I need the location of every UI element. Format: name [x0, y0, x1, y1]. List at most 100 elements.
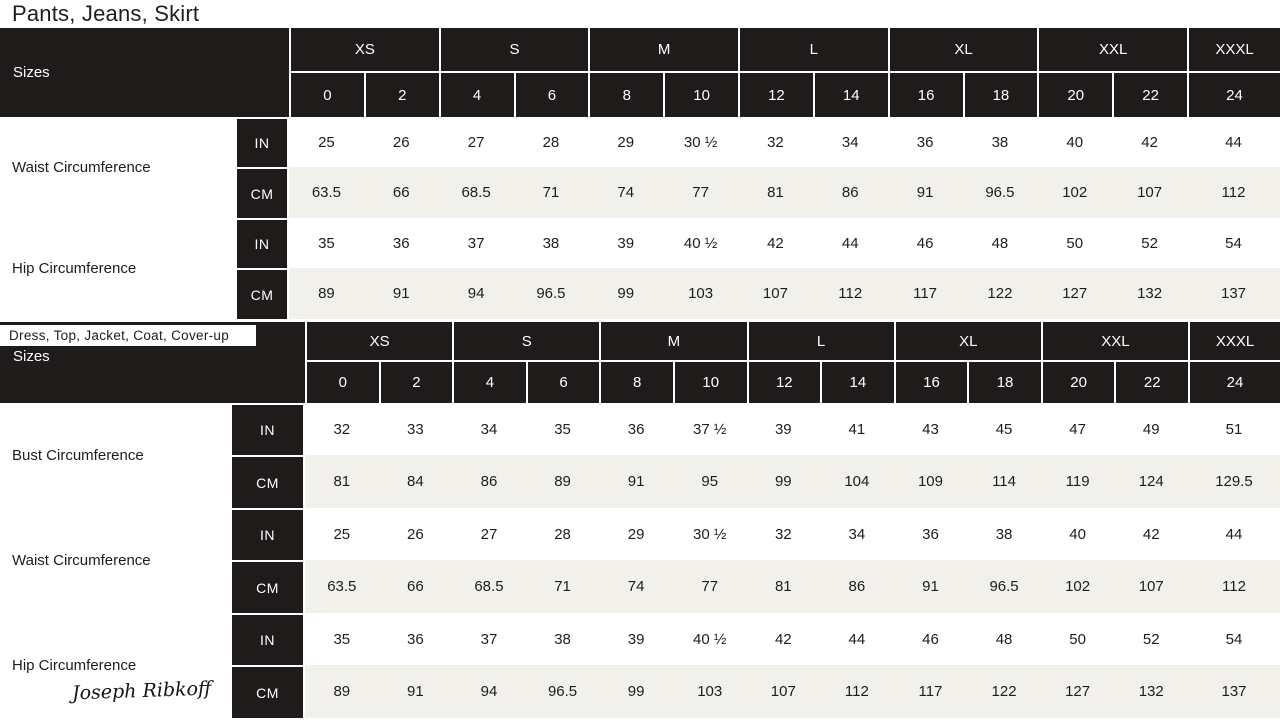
hip-circumference-in-value-24: 54 [1187, 218, 1280, 268]
hip-circumference-cm-value-16: 117 [887, 268, 963, 319]
waist-circumference-in-value-18: 38 [962, 117, 1038, 167]
size-number-20: 20 [1040, 360, 1115, 403]
waist-circumference-cm-value-16: 91 [893, 560, 968, 613]
waist-circumference-cm-value-22: 107 [1114, 560, 1188, 613]
waist-circumference-cm-value-24: 112 [1188, 560, 1280, 613]
size-number-14: 14 [820, 360, 894, 403]
size-number-6: 6 [513, 71, 589, 117]
waist-circumference-cm-value-12: 81 [746, 560, 821, 613]
waist-circumference-cm-value-14: 86 [812, 167, 888, 218]
waist-circumference-in-value-16: 36 [893, 508, 968, 560]
waist-circumference-cm-value-22: 107 [1112, 167, 1187, 218]
hip-circumference-cm-value-20: 127 [1040, 665, 1115, 718]
unit-in-label: IN [232, 403, 305, 455]
waist-circumference-in-value-6: 28 [513, 117, 589, 167]
size-number-20: 20 [1037, 71, 1113, 117]
size-number-12: 12 [738, 71, 813, 117]
waist-circumference-in-value-0: 25 [305, 508, 379, 560]
hip-circumference-in-value-8: 39 [599, 613, 673, 665]
table1-title: Pants, Jeans, Skirt [12, 1, 200, 26]
waist-circumference-cm-value-18: 96.5 [962, 167, 1038, 218]
bust-circumference-in-value-12: 39 [746, 403, 821, 455]
waist-circumference-cm-value-4: 68.5 [438, 167, 514, 218]
waist-circumference-cm-value-0: 63.5 [305, 560, 379, 613]
bust-circumference-cm-value-14: 104 [820, 455, 894, 508]
size-number-14: 14 [812, 71, 888, 117]
waist-circumference-in-value-8: 29 [588, 117, 664, 167]
waist-circumference-in-value-12: 32 [738, 117, 813, 167]
hip-circumference-in-value-0: 35 [305, 613, 379, 665]
bust-circumference-cm-value-22: 124 [1114, 455, 1188, 508]
waist-circumference-in-value-12: 32 [746, 508, 821, 560]
size-group-xl: XL [893, 322, 1041, 360]
size-number-24: 24 [1187, 71, 1280, 117]
bust-circumference-in-value-20: 47 [1040, 403, 1115, 455]
size-group-xxxl: XXXL [1188, 322, 1280, 360]
hip-circumference-cm-value-22: 132 [1114, 665, 1188, 718]
size-number-16: 16 [893, 360, 968, 403]
hip-circumference-cm-value-14: 112 [812, 268, 888, 319]
bust-circumference-in-value-16: 43 [893, 403, 968, 455]
waist-circumference-in-value-10: 30 ½ [663, 117, 738, 167]
hip-circumference-in-value-6: 38 [513, 218, 589, 268]
waist-circumference-in-value-6: 28 [525, 508, 600, 560]
hip-circumference-cm-value-24: 137 [1188, 665, 1280, 718]
size-number-22: 22 [1114, 360, 1188, 403]
hip-circumference-cm-value-18: 122 [967, 665, 1041, 718]
bust-circumference-in-value-10: 37 ½ [672, 403, 747, 455]
size-group-xxxl: XXXL [1187, 28, 1280, 71]
row-label-waist-circumference: Waist Circumference [0, 117, 237, 218]
hip-circumference-in-value-2: 36 [363, 218, 439, 268]
unit-cm-label: CM [232, 455, 305, 508]
size-number-18: 18 [962, 71, 1038, 117]
hip-circumference-cm-value-2: 91 [363, 268, 439, 319]
hip-circumference-in-value-6: 38 [525, 613, 600, 665]
hip-circumference-cm-value-0: 89 [305, 665, 379, 718]
size-number-2: 2 [378, 360, 453, 403]
size-group-xl: XL [887, 28, 1038, 71]
waist-circumference-cm-value-20: 102 [1037, 167, 1113, 218]
bust-circumference-in-value-6: 35 [525, 403, 600, 455]
waist-circumference-in-value-0: 25 [289, 117, 364, 167]
hip-circumference-in-value-24: 54 [1188, 613, 1280, 665]
hip-circumference-cm-value-18: 122 [962, 268, 1038, 319]
hip-circumference-cm-value-4: 94 [452, 665, 526, 718]
bust-circumference-in-value-18: 45 [967, 403, 1041, 455]
hip-circumference-in-value-14: 44 [820, 613, 894, 665]
hip-circumference-in-value-4: 37 [452, 613, 526, 665]
hip-circumference-in-value-10: 40 ½ [663, 218, 738, 268]
size-number-2: 2 [363, 71, 439, 117]
hip-circumference-cm-value-20: 127 [1037, 268, 1113, 319]
waist-circumference-cm-value-18: 96.5 [967, 560, 1041, 613]
bust-circumference-cm-value-6: 89 [525, 455, 600, 508]
bust-circumference-in-value-22: 49 [1114, 403, 1188, 455]
size-group-l: L [738, 28, 888, 71]
hip-circumference-cm-value-10: 103 [663, 268, 738, 319]
size-number-0: 0 [289, 71, 364, 117]
waist-circumference-in-value-16: 36 [887, 117, 963, 167]
hip-circumference-in-value-12: 42 [746, 613, 821, 665]
unit-cm-label: CM [232, 560, 305, 613]
waist-circumference-in-value-24: 44 [1187, 117, 1280, 167]
bust-circumference-cm-value-0: 81 [305, 455, 379, 508]
size-number-10: 10 [663, 71, 738, 117]
size-number-0: 0 [305, 360, 379, 403]
hip-circumference-cm-value-6: 96.5 [513, 268, 589, 319]
unit-cm-label: CM [237, 167, 289, 218]
waist-circumference-cm-value-0: 63.5 [289, 167, 364, 218]
waist-circumference-in-value-14: 34 [820, 508, 894, 560]
waist-circumference-cm-value-20: 102 [1040, 560, 1115, 613]
size-number-24: 24 [1188, 360, 1280, 403]
hip-circumference-in-value-12: 42 [738, 218, 813, 268]
row-label-waist-circumference: Waist Circumference [0, 508, 232, 613]
hip-circumference-in-value-22: 52 [1114, 613, 1188, 665]
waist-circumference-cm-value-6: 71 [525, 560, 600, 613]
waist-circumference-in-value-20: 40 [1040, 508, 1115, 560]
bust-circumference-cm-value-24: 129.5 [1188, 455, 1280, 508]
waist-circumference-in-value-2: 26 [378, 508, 453, 560]
waist-circumference-cm-value-10: 77 [672, 560, 747, 613]
unit-in-label: IN [237, 218, 289, 268]
waist-circumference-in-value-22: 42 [1112, 117, 1187, 167]
bust-circumference-cm-value-10: 95 [672, 455, 747, 508]
hip-circumference-in-value-18: 48 [962, 218, 1038, 268]
